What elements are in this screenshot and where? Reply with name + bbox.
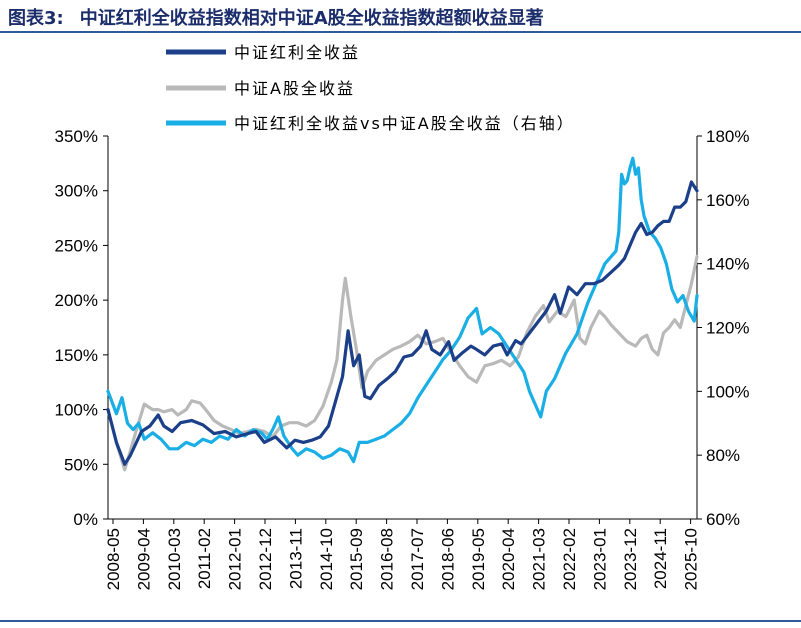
left-tick-label: 250% — [55, 236, 98, 255]
legend-label-0: 中证红利全收益 — [234, 43, 360, 62]
x-tick-label: 2014-10 — [317, 528, 336, 590]
left-tick-label: 0% — [73, 510, 98, 529]
top-rule — [0, 31, 801, 33]
x-axis-ticks: 2008-05 2009-04 2010-03 2011-02 2012-01 2012-… — [104, 519, 701, 590]
right-tick-label: 80% — [706, 446, 740, 465]
left-tick-label: 200% — [55, 291, 98, 310]
right-tick-label: 100% — [706, 382, 749, 401]
x-tick-label: 2017-07 — [408, 528, 427, 590]
legend-label-2: 中证红利全收益vs中证A股全收益（右轴） — [234, 114, 575, 133]
right-tick-label: 140% — [706, 255, 749, 274]
right-tick-label: 180% — [706, 127, 749, 146]
x-tick-label: 2010-03 — [165, 528, 184, 590]
x-tick-label: 2008-05 — [104, 528, 123, 590]
x-tick-label: 2012-01 — [226, 528, 245, 590]
left-tick-label: 50% — [64, 455, 98, 474]
left-tick-label: 300% — [55, 182, 98, 201]
axes — [107, 136, 698, 520]
x-tick-label: 2012-12 — [256, 528, 275, 590]
figure-number: 图表3: — [8, 8, 64, 29]
x-tick-label: 2024-11 — [651, 528, 670, 589]
x-tick-label: 2021-03 — [530, 528, 549, 590]
figure-title-text: 中证红利全收益指数相对中证A股全收益指数超额收益显著 — [79, 8, 544, 29]
x-tick-label: 2016-08 — [378, 528, 397, 590]
series-lines — [106, 156, 699, 472]
right-tick-label: 160% — [706, 191, 749, 210]
x-tick-label: 2023-12 — [621, 528, 640, 590]
right-tick-label: 60% — [706, 510, 740, 529]
series-line-0 — [106, 180, 699, 466]
x-tick-label: 2011-02 — [195, 528, 214, 589]
x-tick-label: 2009-04 — [134, 528, 153, 590]
x-tick-label: 2013-11 — [286, 528, 305, 589]
x-tick-label: 2019-05 — [469, 528, 488, 590]
x-tick-label: 2023-01 — [590, 528, 609, 590]
left-axis-ticks: 0% 50% 100% 150% 200% 250% 300% 350% — [55, 127, 108, 529]
series-line-1 — [106, 254, 699, 472]
legend-label-1: 中证A股全收益 — [234, 79, 355, 98]
x-tick-label: 2020-04 — [499, 528, 518, 590]
left-tick-label: 150% — [55, 346, 98, 365]
left-tick-label: 100% — [55, 401, 98, 420]
x-tick-label: 2022-02 — [560, 528, 579, 590]
series-line-2 — [106, 156, 699, 464]
x-tick-label: 2015-09 — [347, 528, 366, 590]
right-axis-ticks: 60% 80% 100% 120% 140% 160% 180% — [697, 127, 749, 529]
x-tick-label: 2018-06 — [438, 528, 457, 590]
x-tick-label: 2025-10 — [682, 528, 701, 590]
figure-title: 图表3: 中证红利全收益指数相对中证A股全收益指数超额收益显著 — [8, 4, 544, 30]
bottom-rule — [0, 620, 801, 622]
left-tick-label: 350% — [55, 127, 98, 146]
right-tick-label: 120% — [706, 319, 749, 338]
